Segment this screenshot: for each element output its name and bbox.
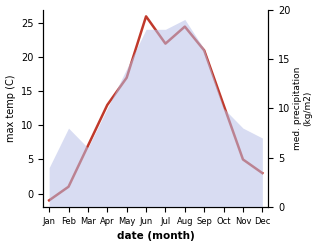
Y-axis label: med. precipitation
(kg/m2): med. precipitation (kg/m2) (293, 67, 313, 150)
Y-axis label: max temp (C): max temp (C) (5, 75, 16, 142)
X-axis label: date (month): date (month) (117, 231, 195, 242)
